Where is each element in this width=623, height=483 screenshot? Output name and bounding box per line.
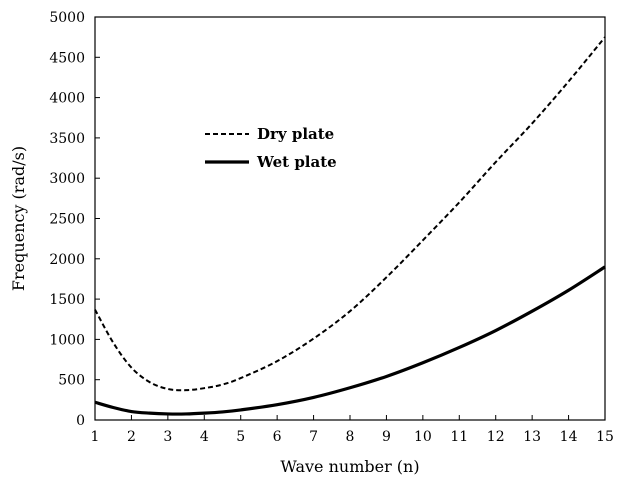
x-axis-title: Wave number (n) xyxy=(280,457,419,476)
x-tick-label: 4 xyxy=(200,429,209,445)
series-lines xyxy=(94,36,606,416)
x-tick-label: 12 xyxy=(487,429,505,445)
x-tick-label: 7 xyxy=(309,429,318,445)
y-tick-label: 0 xyxy=(76,413,85,429)
x-tick-label: 10 xyxy=(414,429,432,445)
legend: Dry plate Wet plate xyxy=(205,125,337,171)
plot-frame xyxy=(94,16,606,421)
x-tick-label: 8 xyxy=(346,429,355,445)
y-tick-label: 2000 xyxy=(49,252,85,268)
x-tick-label: 13 xyxy=(523,429,541,445)
axes: 1 2 3 4 5 6 7 8 9 10 11 12 13 14 150500100015002000250… xyxy=(49,10,614,445)
x-tick-label: 9 xyxy=(382,429,391,445)
x-tick-label: 6 xyxy=(273,429,282,445)
y-tick-label: 4000 xyxy=(49,91,85,107)
y-tick-label: 1500 xyxy=(49,292,85,308)
y-tick-label: 2500 xyxy=(49,212,85,228)
x-tick-label: 2 xyxy=(127,429,136,445)
legend-label: Wet plate xyxy=(256,153,337,171)
x-tick-label: 15 xyxy=(596,429,614,445)
y-tick-label: 1000 xyxy=(49,332,85,348)
y-tick-label: 5000 xyxy=(49,10,85,26)
wet-plate-line xyxy=(94,265,606,416)
dry-plate-line xyxy=(94,36,606,392)
y-tick-label: 3000 xyxy=(49,171,85,187)
x-tick-label: 11 xyxy=(450,429,468,445)
y-axis-title: Frequency (rad/s) xyxy=(9,146,28,291)
y-tick-label: 500 xyxy=(58,373,85,389)
x-tick-label: 1 xyxy=(91,429,100,445)
y-tick-label: 4500 xyxy=(49,50,85,66)
x-tick-label: 5 xyxy=(236,429,245,445)
y-tick-label: 3500 xyxy=(49,131,85,147)
x-tick-label: 3 xyxy=(163,429,172,445)
x-tick-label: 14 xyxy=(560,429,578,445)
legend-label: Dry plate xyxy=(257,125,334,143)
